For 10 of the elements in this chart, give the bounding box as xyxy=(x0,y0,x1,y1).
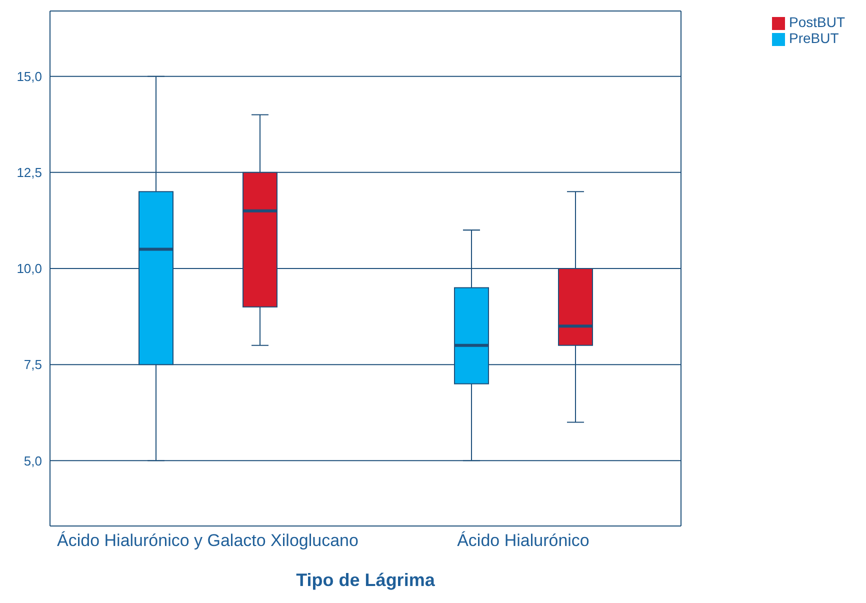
legend-label: PostBUT xyxy=(789,14,846,30)
y-tick-label: 12,5 xyxy=(16,165,42,180)
y-tick-label: 7,5 xyxy=(24,357,42,372)
y-tick-label: 10,0 xyxy=(16,261,42,276)
x-tick-label: Ácido Hialurónico xyxy=(457,531,590,550)
legend-label: PreBUT xyxy=(789,30,839,46)
y-tick-label: 15,0 xyxy=(16,68,42,84)
x-axis-title: Tipo de Lágrima xyxy=(296,570,436,590)
x-tick-label: Ácido Hialurónico y Galacto Xiloglucano xyxy=(57,531,358,550)
y-tick-label: 5,0 xyxy=(24,453,42,468)
